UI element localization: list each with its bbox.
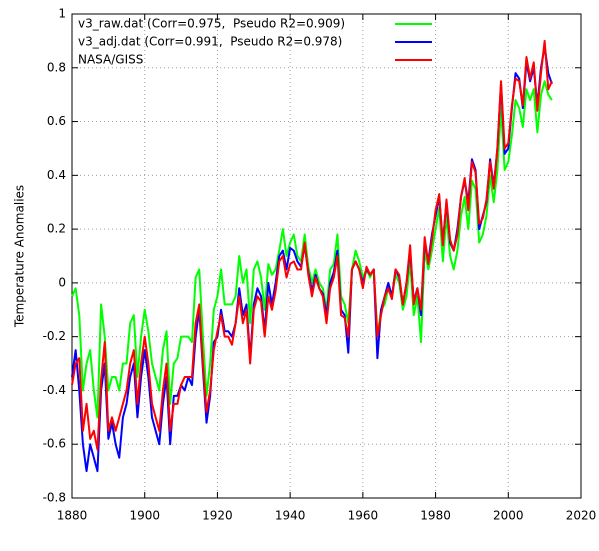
legend-label: v3_adj.dat (Corr=0.991, Pseudo R2=0.978) <box>78 35 342 49</box>
x-tick-label: 1960 <box>348 509 379 523</box>
series-line <box>71 45 553 473</box>
y-tick-label: -0.2 <box>43 329 66 343</box>
x-tick-label: 1920 <box>202 509 233 523</box>
x-tick-label: 2000 <box>493 509 524 523</box>
y-tick-label: -0.6 <box>43 437 66 451</box>
x-tick-label: 1880 <box>57 509 88 523</box>
y-tick-label: 1 <box>58 7 66 21</box>
series-line <box>71 80 553 419</box>
series-line <box>71 39 553 451</box>
x-tick-label: 1900 <box>129 509 160 523</box>
y-tick-label: 0.6 <box>47 114 66 128</box>
x-tick-label: 1980 <box>420 509 451 523</box>
legend-label: NASA/GISS <box>78 53 143 67</box>
y-axis-label: Temperature Anomalies <box>13 185 27 328</box>
y-tick-label: -0.4 <box>43 383 66 397</box>
x-tick-label: 2020 <box>566 509 597 523</box>
y-tick-label: 0.2 <box>47 222 66 236</box>
legend-label: v3_raw.dat (Corr=0.975, Pseudo R2=0.909) <box>78 17 345 31</box>
y-tick-label: -0.8 <box>43 491 66 505</box>
y-tick-label: 0.4 <box>47 168 66 182</box>
y-tick-label: 0.8 <box>47 60 66 74</box>
plot-frame <box>71 13 582 499</box>
y-tick-label: 0 <box>58 275 66 289</box>
x-tick-label: 1940 <box>275 509 306 523</box>
